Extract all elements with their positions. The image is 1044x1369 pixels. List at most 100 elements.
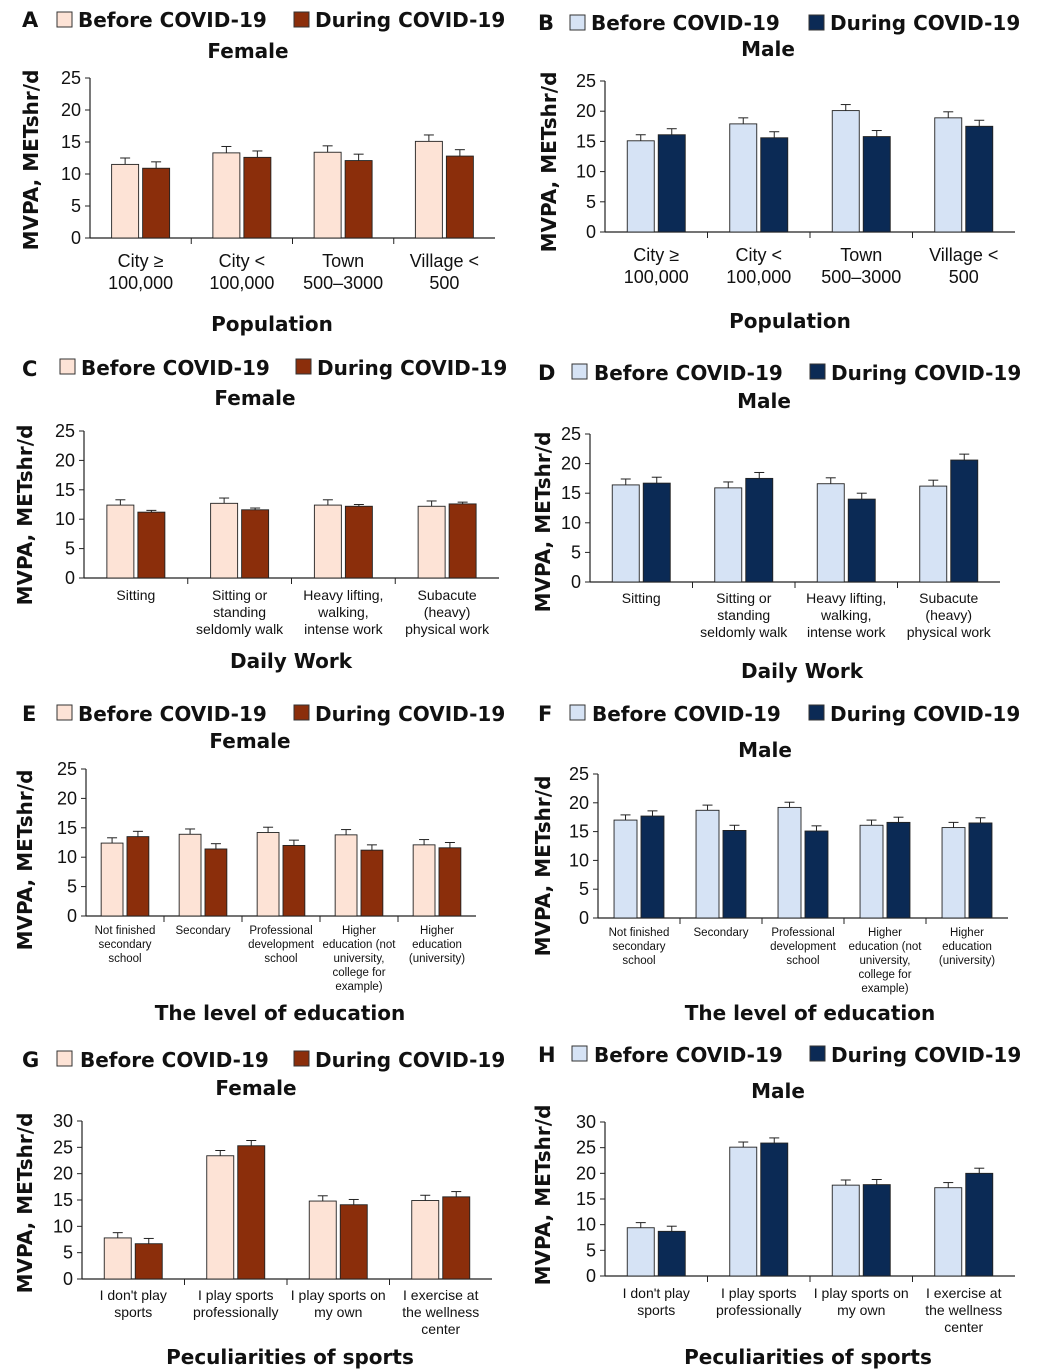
y-tick-label: 0 bbox=[63, 1269, 73, 1289]
bar-during bbox=[438, 847, 462, 917]
y-tick-label: 25 bbox=[569, 764, 589, 784]
chart-title: Male bbox=[741, 37, 795, 61]
bar-during bbox=[241, 509, 270, 579]
y-axis-label: MVPA, METshr/d bbox=[531, 776, 555, 957]
category-label: Subacute bbox=[418, 587, 477, 603]
y-tick-label: 0 bbox=[71, 228, 81, 248]
bar-before bbox=[334, 834, 358, 917]
category-label: Higher bbox=[420, 925, 454, 937]
category-label: Subacute bbox=[919, 590, 978, 606]
legend-label-during: During COVID-19 bbox=[315, 8, 505, 32]
y-tick-label: 10 bbox=[561, 513, 581, 533]
bar-before bbox=[417, 505, 446, 579]
category-label: City < bbox=[219, 251, 266, 271]
category-label: Not finished bbox=[609, 927, 670, 939]
category-label: 500–3000 bbox=[821, 267, 901, 287]
category-label: Secondary bbox=[176, 925, 231, 937]
bar-during bbox=[445, 155, 474, 239]
y-axis-label: MVPA, METshr/d bbox=[537, 72, 561, 253]
y-tick-label: 20 bbox=[561, 454, 581, 474]
category-label: seldomly walk bbox=[700, 624, 788, 640]
bar-before bbox=[934, 1187, 963, 1277]
category-label: Sitting bbox=[116, 587, 155, 603]
y-tick-label: 10 bbox=[569, 850, 589, 870]
bar-during bbox=[862, 136, 891, 233]
legend-label-during: During COVID-19 bbox=[830, 702, 1020, 726]
bar-before bbox=[626, 1227, 655, 1277]
y-tick-label: 10 bbox=[61, 164, 81, 184]
panel-letter: B bbox=[538, 11, 554, 35]
category-label: physical work bbox=[405, 621, 490, 637]
bar-during bbox=[847, 498, 876, 583]
category-label: Professional bbox=[249, 925, 312, 937]
category-label: Heavy lifting, bbox=[806, 590, 886, 606]
category-label: standing bbox=[213, 604, 266, 620]
legend-label-before: Before COVID-19 bbox=[80, 1048, 269, 1072]
y-tick-label: 20 bbox=[576, 1163, 596, 1183]
panel-letter: F bbox=[538, 702, 552, 726]
legend-swatch-before bbox=[59, 358, 76, 375]
bar-before bbox=[103, 1237, 132, 1280]
category-label: education bbox=[942, 941, 992, 953]
legend-label-before: Before COVID-19 bbox=[78, 702, 267, 726]
y-tick-label: 10 bbox=[53, 1216, 73, 1236]
bar-during bbox=[339, 1204, 368, 1280]
bar-during bbox=[134, 1243, 163, 1280]
category-label: school bbox=[622, 955, 655, 967]
y-tick-label: 0 bbox=[586, 1266, 596, 1286]
y-tick-label: 25 bbox=[55, 421, 75, 441]
category-label: 500 bbox=[949, 267, 979, 287]
y-tick-label: 25 bbox=[561, 424, 581, 444]
bar-during bbox=[657, 134, 686, 233]
y-tick-label: 15 bbox=[576, 131, 596, 151]
bar-before bbox=[178, 833, 202, 917]
bar-during bbox=[804, 830, 829, 919]
bar-before bbox=[613, 819, 638, 919]
legend-label-before: Before COVID-19 bbox=[81, 356, 270, 380]
y-tick-label: 5 bbox=[579, 879, 589, 899]
category-label: development bbox=[770, 941, 837, 953]
y-tick-label: 20 bbox=[61, 100, 81, 120]
bar-before bbox=[414, 140, 443, 239]
legend-swatch-during bbox=[295, 358, 312, 375]
y-tick-label: 10 bbox=[55, 509, 75, 529]
category-label: City ≥ bbox=[118, 251, 164, 271]
category-label: (heavy) bbox=[424, 604, 471, 620]
y-tick-label: 25 bbox=[61, 68, 81, 88]
chart-title: Male bbox=[751, 1079, 805, 1103]
legend-label-before: Before COVID-19 bbox=[591, 11, 780, 35]
legend-label-during: During COVID-19 bbox=[831, 1043, 1021, 1067]
bar-before bbox=[111, 163, 140, 239]
category-label: Secondary bbox=[694, 927, 749, 939]
category-label: the wellness bbox=[925, 1302, 1002, 1318]
legend-label-before: Before COVID-19 bbox=[592, 702, 781, 726]
category-label: secondary bbox=[98, 939, 151, 951]
category-label: Sitting or bbox=[212, 587, 268, 603]
y-axis-label: MVPA, METshr/d bbox=[13, 770, 37, 951]
bar-during bbox=[745, 477, 774, 583]
category-label: seldomly walk bbox=[196, 621, 284, 637]
category-label: school bbox=[786, 955, 819, 967]
y-tick-label: 20 bbox=[55, 450, 75, 470]
category-label: Not finished bbox=[95, 925, 156, 937]
bar-before bbox=[256, 832, 280, 917]
bar-during bbox=[126, 836, 150, 917]
legend-swatch-before bbox=[569, 704, 586, 721]
bar-during bbox=[237, 1145, 266, 1280]
bar-during bbox=[344, 505, 373, 579]
panel-letter: G bbox=[22, 1048, 39, 1072]
category-label: example) bbox=[335, 981, 382, 993]
category-label: I play sports on bbox=[291, 1287, 386, 1303]
bar-before bbox=[729, 123, 758, 233]
bar-before bbox=[695, 809, 720, 919]
y-tick-label: 15 bbox=[576, 1189, 596, 1209]
category-label: school bbox=[264, 953, 297, 965]
category-label: 100,000 bbox=[726, 267, 791, 287]
x-axis-label: Population bbox=[729, 309, 851, 333]
y-tick-label: 15 bbox=[57, 818, 77, 838]
legend-label-during: During COVID-19 bbox=[831, 361, 1021, 385]
bar-before bbox=[611, 484, 640, 583]
category-label: 500 bbox=[429, 273, 459, 293]
x-axis-label: Daily Work bbox=[230, 649, 353, 673]
